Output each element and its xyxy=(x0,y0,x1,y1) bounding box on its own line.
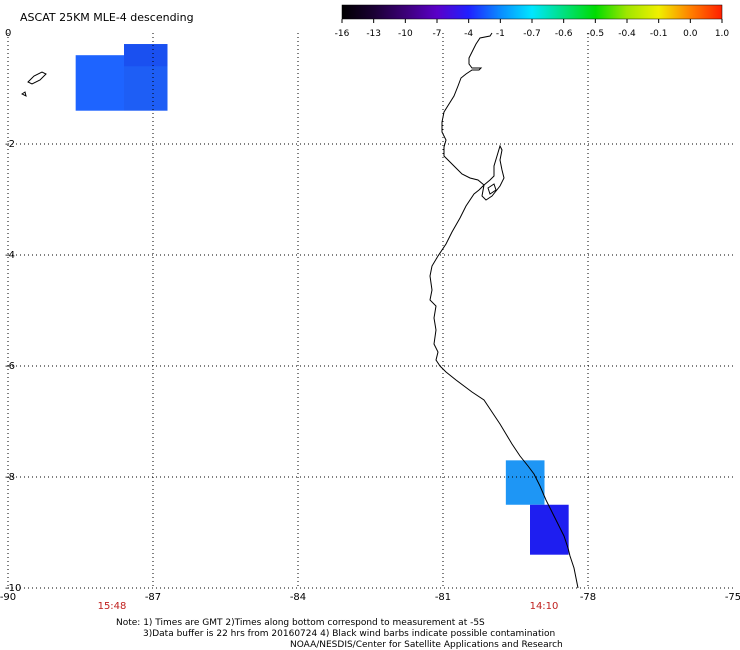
heatmap-cell xyxy=(75,55,124,111)
heatmap-cell xyxy=(530,504,569,555)
colorbar-label: -13 xyxy=(366,29,381,39)
colorbar-label: -1 xyxy=(496,29,505,39)
colorbar-label: 0.0 xyxy=(683,29,698,39)
colorbar-label: -0.6 xyxy=(555,29,573,39)
coastline-gulf xyxy=(481,144,505,201)
colorbar-legend: -16 -13 -10 -7 -4 -1 -0.7 -0.6 -0.5 -0.4 -0.1 0.0 1.… xyxy=(335,4,730,39)
colorbar-strip xyxy=(341,4,723,20)
colorbar-label: -4 xyxy=(464,29,473,39)
island-galapagos-small xyxy=(21,91,27,97)
coastline xyxy=(429,32,579,589)
island-galapagos xyxy=(27,71,47,85)
colorbar-label: -10 xyxy=(398,29,413,39)
y-tick-label: -4 xyxy=(5,250,15,261)
y-tick-label: -2 xyxy=(5,139,15,150)
time-left: 15:48 xyxy=(98,601,127,612)
note-line-3: NOAA/NESDIS/Center for Satellite Applica… xyxy=(290,640,563,650)
colorbar-label: -0.7 xyxy=(523,29,541,39)
colorbar-label: -0.1 xyxy=(650,29,668,39)
time-right: 14:10 xyxy=(530,601,559,612)
heatmap-cells xyxy=(75,44,569,555)
x-tick-label: -90 xyxy=(0,592,16,603)
y-tick-label: -10 xyxy=(5,583,21,594)
colorbar-label: 1.0 xyxy=(715,29,730,39)
note-line-2: 3)Data buffer is 22 hrs from 20160724 4)… xyxy=(143,629,555,639)
grid-lines xyxy=(8,33,733,588)
colorbar-label: -0.4 xyxy=(618,29,636,39)
island-puna xyxy=(487,183,497,195)
x-tick-label: -78 xyxy=(580,592,596,603)
x-tick-label: -75 xyxy=(725,592,740,603)
colorbar-label: -16 xyxy=(335,29,350,39)
x-tick-label: -87 xyxy=(145,592,161,603)
y-tick-label: -8 xyxy=(5,472,15,483)
note-line-1: Note: 1) Times are GMT 2)Times along bot… xyxy=(116,618,485,628)
x-tick-label: -81 xyxy=(435,592,451,603)
heatmap-cell xyxy=(124,44,168,67)
y-tick-label: 0 xyxy=(5,28,11,39)
y-tick-label: -6 xyxy=(5,361,15,372)
colorbar-label: -7 xyxy=(433,29,442,39)
x-tick-label: -84 xyxy=(290,592,306,603)
colorbar-label: -0.5 xyxy=(587,29,605,39)
axes: -90 -87 -84 -81 -78 -75 0 -2 -4 -6 -8 -10 xyxy=(0,28,740,603)
chart-title: ASCAT 25KM MLE-4 descending xyxy=(20,11,194,24)
